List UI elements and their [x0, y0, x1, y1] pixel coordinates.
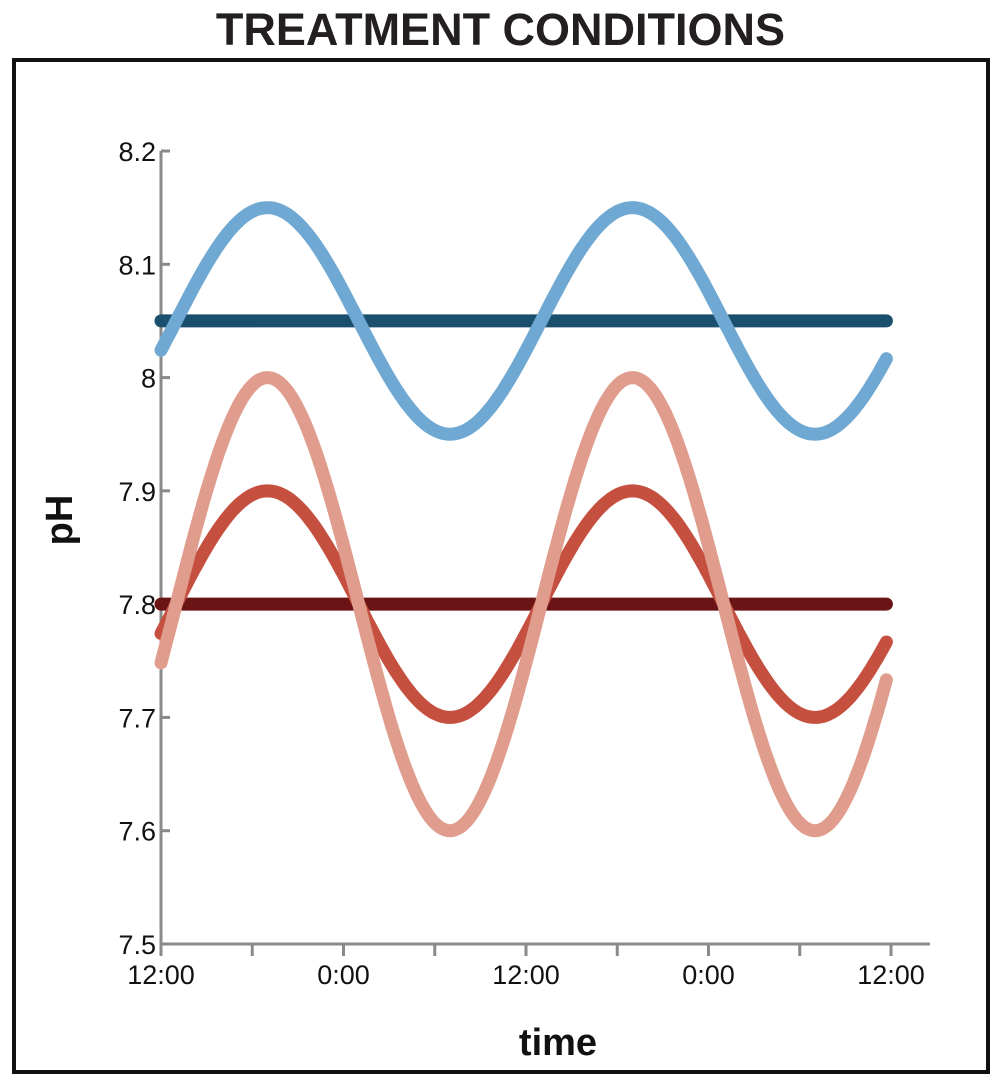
chart-frame — [12, 58, 990, 1074]
x-tick-label: 12:00 — [857, 960, 925, 990]
x-tick-label: 0:00 — [682, 960, 735, 990]
x-tick-label: 12:00 — [127, 960, 195, 990]
x-axis-title: time — [519, 1022, 597, 1064]
y-tick-label: 8.2 — [118, 137, 156, 167]
x-tick-label: 12:00 — [492, 960, 560, 990]
y-tick-label: 7.9 — [118, 477, 156, 507]
y-tick-label: 7.8 — [118, 590, 156, 620]
tick-labels: 7.5 7.6 7.7 7.8 7.9 8 8.1 8.2 12:00 0:00 12:00 0:00… — [118, 137, 924, 990]
series-line-5 — [154, 371, 893, 838]
y-tick-label: 7.5 — [118, 930, 156, 960]
x-tick-label: 0:00 — [317, 960, 370, 990]
chart-title: TREATMENT CONDITIONS — [215, 4, 786, 55]
axes — [159, 149, 930, 956]
y-tick-label: 7.6 — [118, 817, 156, 847]
y-tick-label: 7.7 — [118, 703, 156, 733]
y-axis-title: pH — [39, 495, 81, 546]
y-tick-label: 8.1 — [118, 250, 156, 280]
series-line-2 — [154, 201, 893, 441]
series-lines — [154, 201, 893, 838]
y-tick-label: 8 — [141, 364, 156, 394]
series-line-4 — [154, 484, 893, 724]
